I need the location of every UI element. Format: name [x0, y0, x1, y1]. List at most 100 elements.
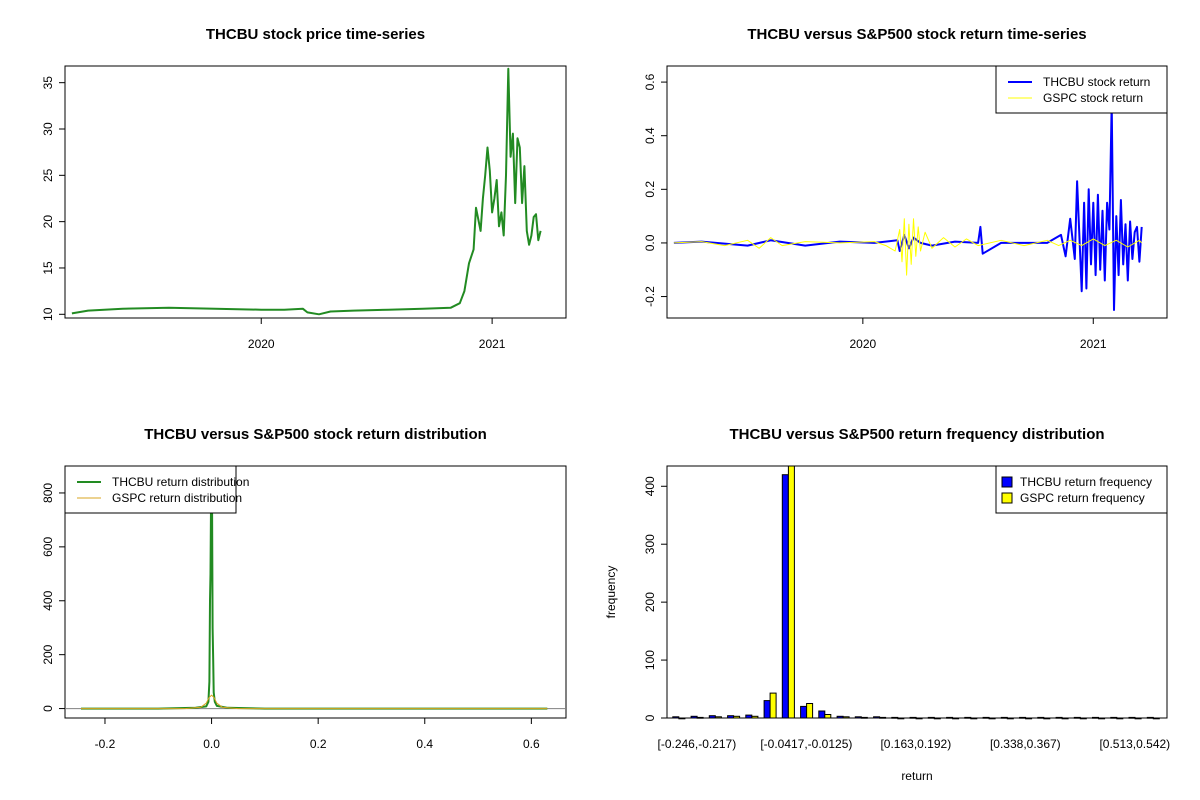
- bar-gspc-5: [769, 692, 777, 719]
- bar-thcbu-19: [1019, 716, 1027, 719]
- x-category-label: [0.513,0.542): [1099, 737, 1170, 751]
- bar-gspc-18: [1006, 717, 1014, 720]
- chart-title: THCBU versus S&P500 stock return distrib…: [144, 426, 487, 443]
- bar-gspc-3: [733, 715, 741, 719]
- legend-label: THCBU return frequency: [1020, 475, 1152, 489]
- bar-gspc-14: [933, 717, 941, 720]
- bar-gspc-2: [714, 716, 722, 719]
- x-tick-label: 0.2: [310, 737, 327, 751]
- bar-thcbu-26: [1146, 716, 1154, 719]
- bar-thcbu-14: [927, 716, 935, 719]
- bar-gspc-24: [1116, 717, 1124, 720]
- legend-label: GSPC stock return: [1043, 91, 1143, 105]
- chart-title: THCBU stock price time-series: [206, 26, 425, 43]
- bar-thcbu-16: [964, 716, 972, 719]
- y-tick-label: 200: [643, 592, 657, 612]
- bar-gspc-1: [696, 716, 704, 719]
- y-tick-label: 600: [41, 537, 55, 557]
- y-tick-label: 0.4: [643, 127, 657, 144]
- bar-thcbu-0: [672, 716, 680, 719]
- legend-swatch: [1001, 476, 1013, 488]
- bar-thcbu-20: [1037, 716, 1045, 719]
- x-tick-label: 2021: [1080, 337, 1107, 351]
- series-line-gspc-return-distribution: [81, 694, 548, 710]
- bar-thcbu-12: [891, 716, 899, 719]
- bar-gspc-20: [1043, 717, 1051, 720]
- bar-thcbu-10: [854, 716, 862, 719]
- bar-thcbu-13: [909, 716, 917, 719]
- y-tick-label: 25: [41, 168, 55, 182]
- chart-panel-p1: THCBU stock price time-series 10 15 20 25 30 3…: [41, 26, 567, 351]
- x-tick-label: 0.6: [523, 737, 540, 751]
- legend-swatch: [1001, 492, 1013, 504]
- bar-thcbu-23: [1092, 716, 1099, 719]
- bar-thcbu-25: [1128, 716, 1136, 719]
- chart-title: THCBU versus S&P500 stock return time-se…: [747, 26, 1086, 43]
- legend-box: [995, 65, 1168, 114]
- bar-thcbu-9: [836, 715, 844, 719]
- y-tick-label: 0.2: [643, 181, 657, 198]
- y-axis-label: frequency: [604, 566, 618, 619]
- bar-gspc-7: [806, 703, 814, 719]
- series-line-thcbu-stock-return: [673, 102, 1143, 311]
- x-tick-label: 2021: [479, 337, 506, 351]
- bar-thcbu-22: [1073, 716, 1081, 719]
- bar-thcbu-3: [727, 715, 735, 719]
- x-axis-label: return: [901, 769, 932, 783]
- legend-label: GSPC return distribution: [112, 491, 242, 505]
- plot-frame: [64, 65, 567, 319]
- bar-thcbu-7: [800, 705, 808, 719]
- bar-gspc-26: [1152, 717, 1160, 720]
- y-tick-label: 800: [41, 483, 55, 503]
- x-category-label: [-0.0417,-0.0125): [760, 737, 852, 751]
- bar-gspc-13: [915, 717, 923, 720]
- y-tick-label: 0: [643, 714, 657, 721]
- x-category-label: [0.163,0.192): [880, 737, 951, 751]
- bar-gspc-12: [897, 717, 905, 720]
- bar-gspc-16: [970, 717, 978, 720]
- bar-thcbu-4: [745, 714, 753, 719]
- bar-thcbu-24: [1110, 716, 1118, 719]
- y-tick-label: 0.6: [643, 73, 657, 90]
- bar-gspc-6: [787, 465, 795, 719]
- legend: THCBU return frequency GSPC return freque…: [995, 465, 1168, 514]
- bar-gspc-23: [1098, 717, 1106, 720]
- chart-title: THCBU versus S&P500 return frequency dis…: [729, 426, 1104, 443]
- x-tick-label: 2020: [248, 337, 275, 351]
- y-tick-label: 35: [41, 76, 55, 90]
- bar-gspc-10: [860, 716, 868, 719]
- x-category-label: [0.338,0.367): [990, 737, 1061, 751]
- y-tick-label: 0.0: [643, 234, 657, 251]
- series-line-price: [71, 67, 542, 316]
- bar-gspc-22: [1079, 717, 1087, 720]
- bar-thcbu-6: [781, 474, 789, 719]
- series-line-thcbu-return-distribution: [81, 486, 548, 710]
- chart-panel-p4: THCBU versus S&P500 return frequency dis…: [604, 426, 1170, 783]
- legend-box: [64, 465, 237, 514]
- series-line-gspc-stock-return: [673, 218, 1143, 276]
- legend-box: [995, 465, 1168, 514]
- bar-gspc-0: [678, 717, 686, 720]
- bar-gspc-21: [1061, 717, 1069, 720]
- bar-gspc-4: [751, 715, 759, 719]
- y-tick-label: 0: [41, 705, 55, 712]
- bar-thcbu-5: [763, 700, 771, 719]
- x-category-label: [-0.246,-0.217): [658, 737, 737, 751]
- plot-frame: [666, 65, 1168, 319]
- y-tick-label: 400: [643, 476, 657, 496]
- bar-gspc-8: [824, 714, 832, 719]
- x-tick-label: 0.0: [203, 737, 220, 751]
- x-tick-label: -0.2: [95, 737, 116, 751]
- x-tick-label: 2020: [850, 337, 877, 351]
- bar-gspc-9: [842, 716, 850, 719]
- plot-frame: [64, 465, 567, 719]
- bar-thcbu-8: [818, 710, 826, 719]
- bar-thcbu-17: [982, 716, 990, 719]
- legend-label: THCBU return distribution: [112, 475, 249, 489]
- bar-gspc-25: [1134, 717, 1142, 720]
- bar-thcbu-11: [873, 716, 881, 719]
- y-tick-label: 100: [643, 650, 657, 670]
- y-tick-label: 15: [41, 261, 55, 275]
- bar-thcbu-21: [1055, 716, 1063, 719]
- y-tick-label: 20: [41, 215, 55, 229]
